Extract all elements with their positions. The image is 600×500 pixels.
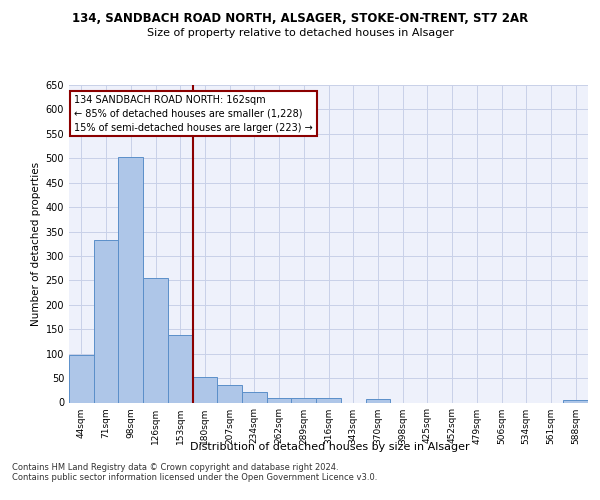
- Bar: [316, 398, 341, 402]
- Y-axis label: Number of detached properties: Number of detached properties: [31, 162, 41, 326]
- Text: 134 SANDBACH ROAD NORTH: 162sqm
← 85% of detached houses are smaller (1,228)
15%: 134 SANDBACH ROAD NORTH: 162sqm ← 85% of…: [74, 94, 313, 132]
- Text: Contains HM Land Registry data © Crown copyright and database right 2024.
Contai: Contains HM Land Registry data © Crown c…: [12, 462, 377, 482]
- Bar: [563, 400, 588, 402]
- Bar: [242, 392, 267, 402]
- Bar: [118, 157, 143, 402]
- Bar: [168, 335, 193, 402]
- Bar: [193, 376, 217, 402]
- Bar: [267, 398, 292, 402]
- Bar: [292, 398, 316, 402]
- Text: 134, SANDBACH ROAD NORTH, ALSAGER, STOKE-ON-TRENT, ST7 2AR: 134, SANDBACH ROAD NORTH, ALSAGER, STOKE…: [72, 12, 528, 26]
- Text: Size of property relative to detached houses in Alsager: Size of property relative to detached ho…: [146, 28, 454, 38]
- Bar: [94, 240, 118, 402]
- Bar: [143, 278, 168, 402]
- Text: Distribution of detached houses by size in Alsager: Distribution of detached houses by size …: [190, 442, 470, 452]
- Bar: [69, 355, 94, 403]
- Bar: [217, 385, 242, 402]
- Bar: [365, 399, 390, 402]
